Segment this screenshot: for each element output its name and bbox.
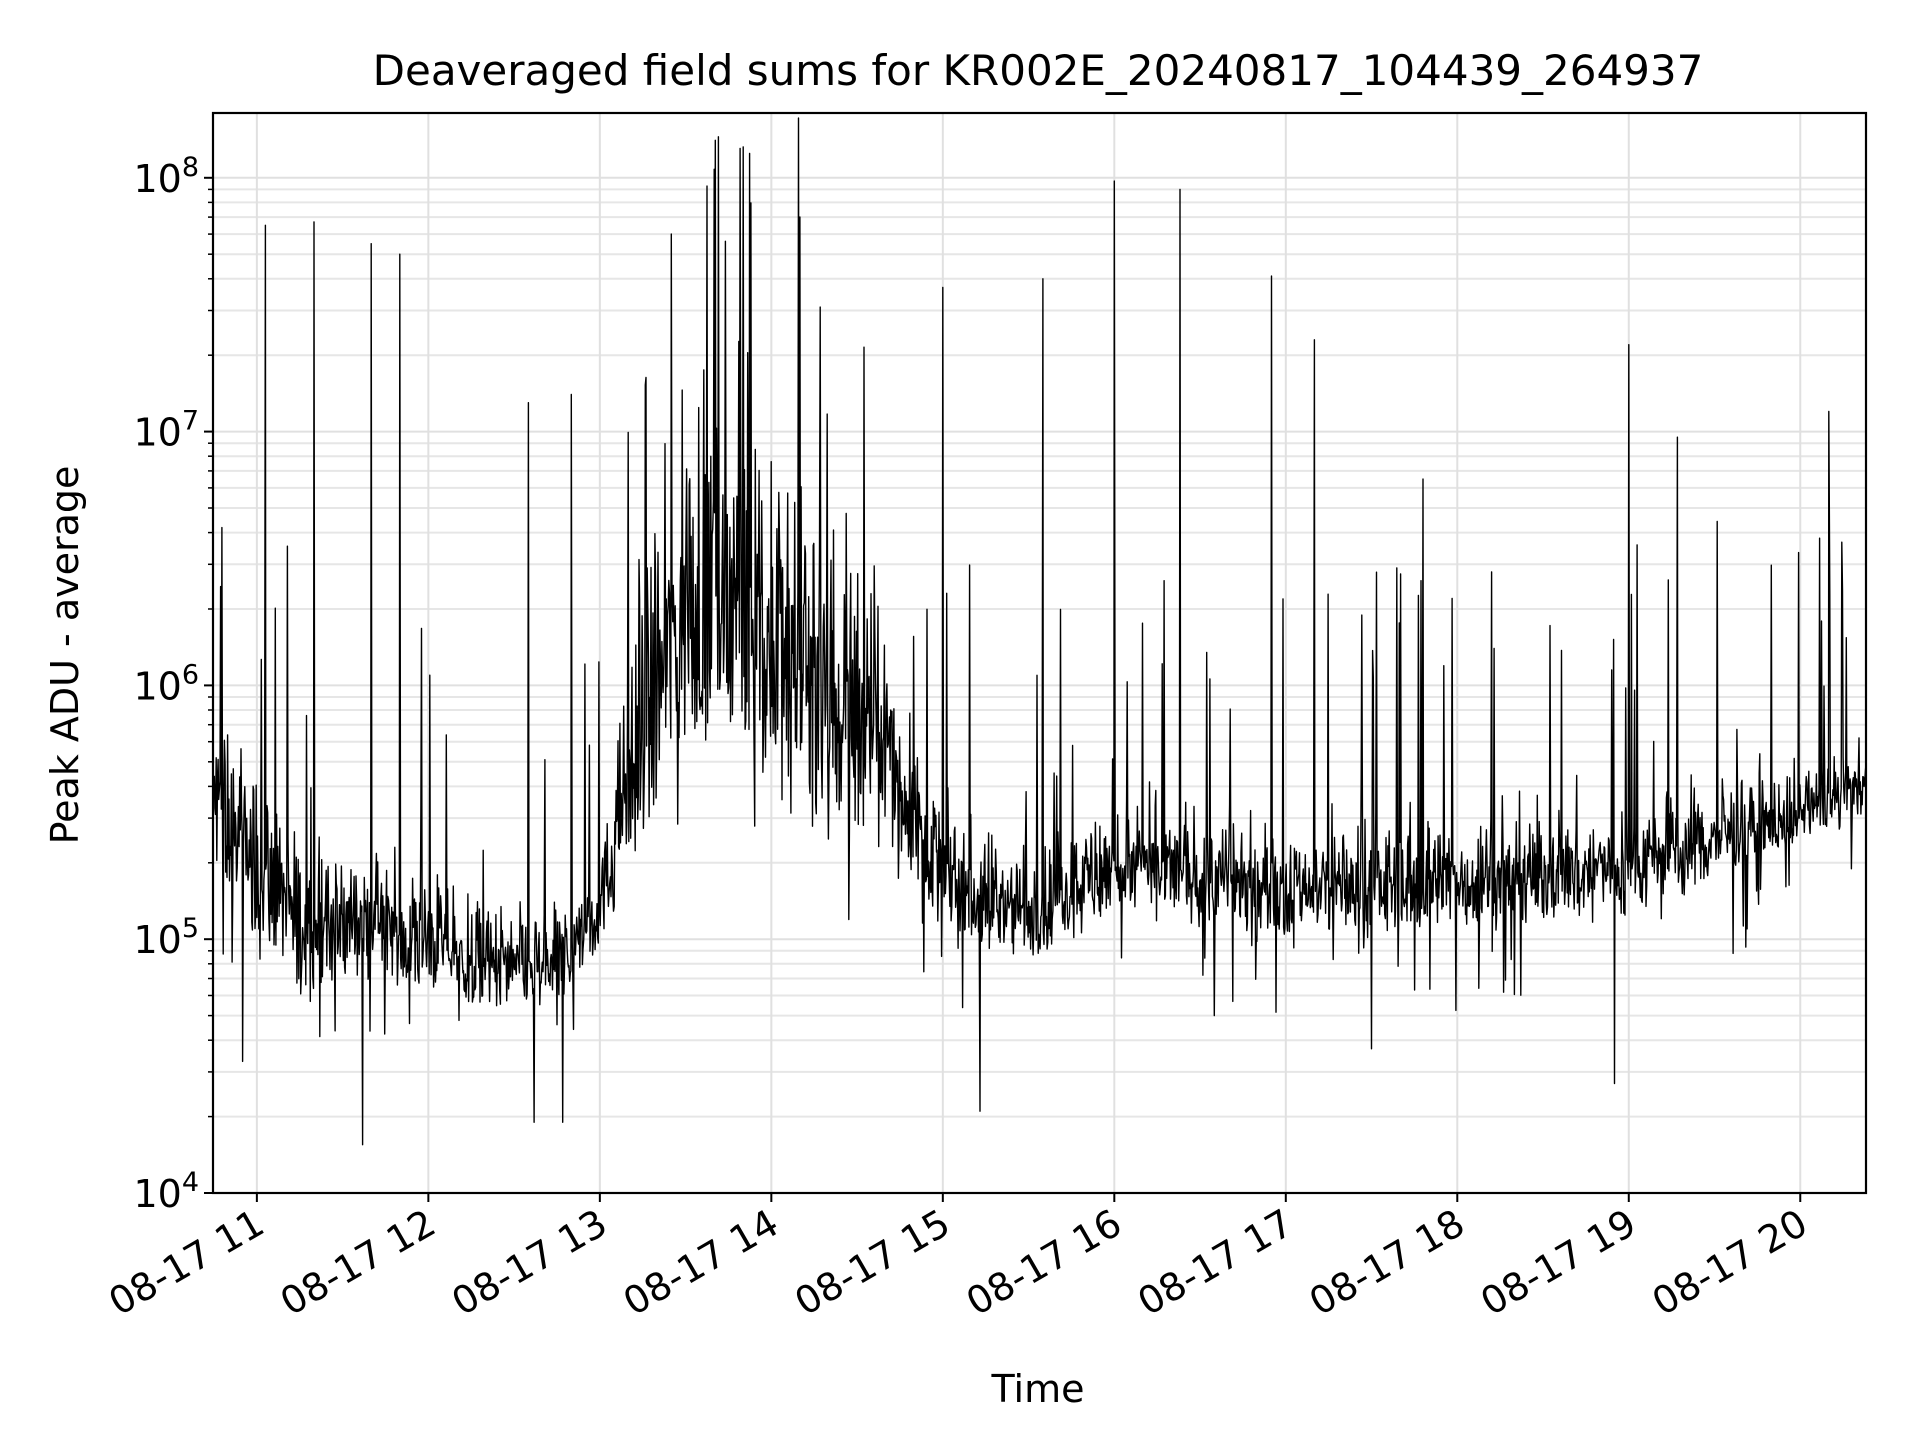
y-tick-label: 107 — [133, 406, 199, 455]
plot-frame — [211, 111, 1868, 1195]
y-tick-label: 104 — [133, 1167, 199, 1216]
data-series — [212, 117, 1867, 1146]
y-tick-label: 106 — [133, 659, 199, 708]
x-axis-label: Time — [991, 1367, 1085, 1411]
chart-title: Deaveraged field sums for KR002E_2024081… — [373, 46, 1704, 95]
grid-minor — [213, 188, 1866, 1118]
y-axis: 104 105 106 107 108 — [133, 152, 213, 1216]
y-tick-label: 108 — [133, 152, 199, 201]
series-line — [212, 117, 1867, 1146]
y-axis-label: Peak ADU - average — [43, 466, 87, 845]
y-tick-label: 105 — [133, 913, 199, 962]
